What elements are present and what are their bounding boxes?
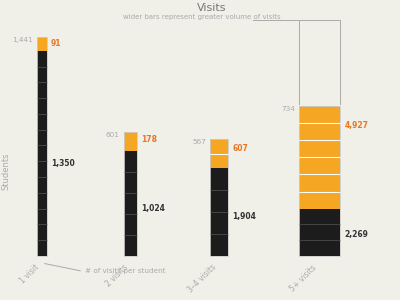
Text: 1,441: 1,441 — [12, 37, 33, 43]
Bar — [299, 106, 340, 208]
Text: 1,350: 1,350 — [51, 159, 74, 168]
Text: 567: 567 — [192, 140, 206, 146]
Bar — [37, 37, 47, 256]
Text: 178: 178 — [141, 135, 157, 144]
Text: 1 visit: 1 visit — [18, 263, 41, 286]
Bar — [210, 140, 228, 256]
Text: 3–4 visits: 3–4 visits — [186, 263, 218, 295]
Text: 1,024: 1,024 — [141, 204, 165, 213]
Bar — [299, 106, 340, 256]
Text: 91: 91 — [51, 39, 61, 48]
Text: 2 visits: 2 visits — [104, 263, 130, 289]
Text: 1,904: 1,904 — [232, 212, 256, 221]
Text: Visits: Visits — [196, 3, 226, 13]
Bar — [299, 208, 340, 256]
Bar — [124, 132, 138, 256]
Text: 734: 734 — [281, 106, 295, 112]
Bar — [210, 168, 228, 256]
Text: 607: 607 — [232, 144, 248, 153]
Text: 5+ visits: 5+ visits — [288, 263, 319, 293]
Text: Students: Students — [2, 153, 11, 190]
Bar — [37, 51, 47, 256]
Text: # of visits per student: # of visits per student — [85, 268, 166, 274]
Bar — [124, 151, 138, 256]
Text: 2,269: 2,269 — [344, 230, 368, 239]
Bar — [210, 140, 228, 168]
Text: 601: 601 — [106, 132, 120, 138]
Bar — [124, 132, 138, 151]
Text: wider bars represent greater volume of visits: wider bars represent greater volume of v… — [123, 14, 280, 20]
Bar — [37, 37, 47, 51]
Text: 4,927: 4,927 — [344, 121, 368, 130]
